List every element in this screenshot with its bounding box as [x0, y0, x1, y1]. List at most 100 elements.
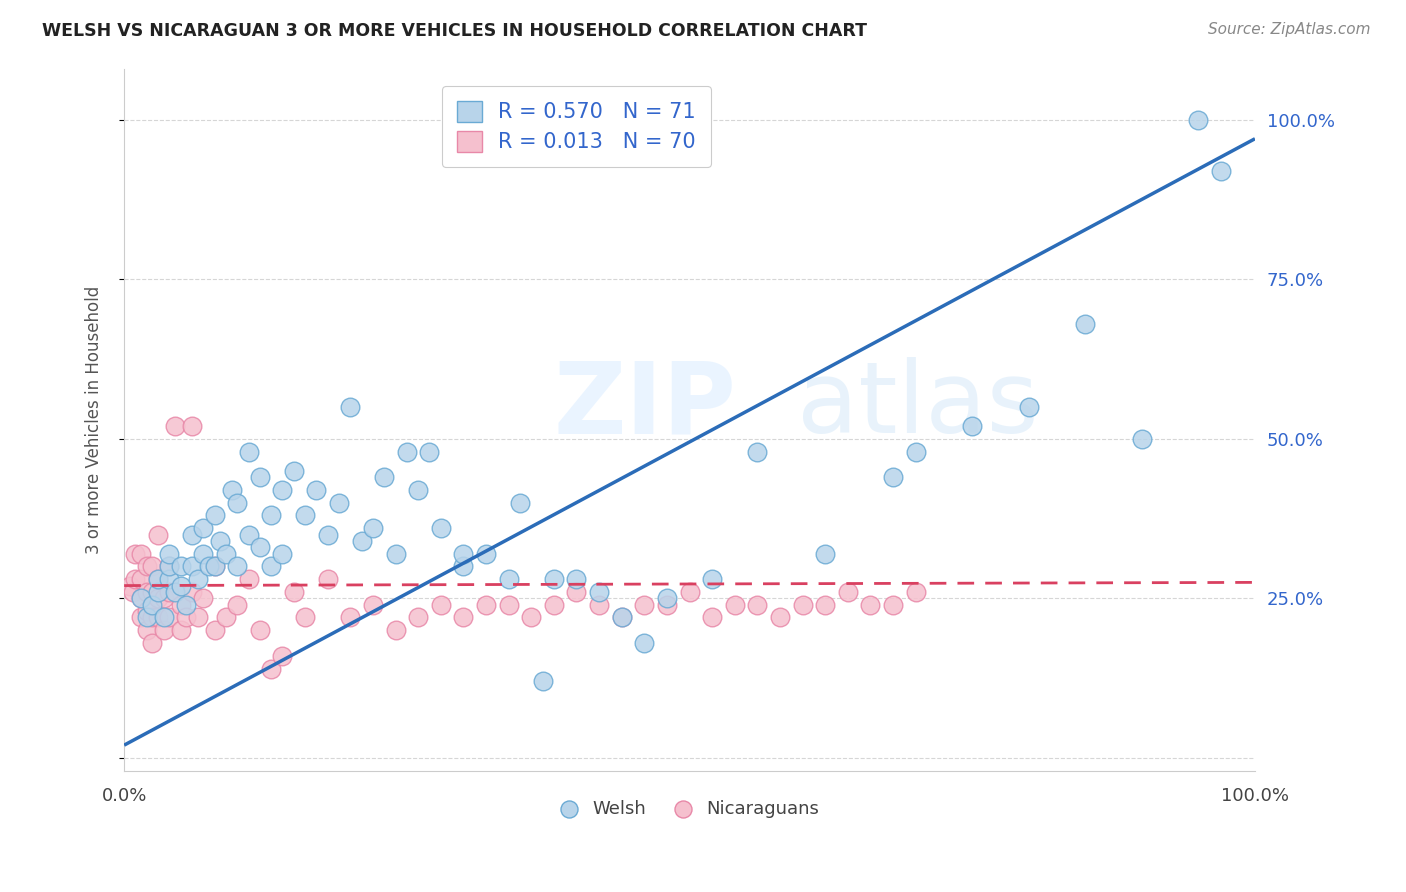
Point [193, 521, 215, 535]
Text: atlas: atlas [797, 357, 1039, 454]
Point [565, 585, 588, 599]
Point [135, 610, 157, 624]
Point [678, 585, 700, 599]
Point [1209, 163, 1232, 178]
Point [792, 598, 814, 612]
Point [453, 547, 475, 561]
Point [655, 591, 678, 606]
Point [294, 508, 316, 523]
Point [328, 495, 350, 509]
Point [294, 610, 316, 624]
Point [633, 598, 655, 612]
Point [747, 598, 769, 612]
Point [350, 533, 373, 548]
Point [176, 598, 198, 612]
Point [724, 598, 747, 612]
Point [238, 444, 260, 458]
Point [146, 610, 169, 624]
Point [498, 572, 520, 586]
Point [193, 591, 215, 606]
Point [859, 598, 882, 612]
Point [129, 591, 152, 606]
Point [170, 559, 193, 574]
Point [702, 572, 724, 586]
Point [904, 444, 927, 458]
Point [384, 624, 406, 638]
Point [249, 470, 271, 484]
Point [238, 572, 260, 586]
Point [305, 483, 328, 497]
Point [384, 547, 406, 561]
Point [122, 585, 145, 599]
Point [135, 624, 157, 638]
Point [129, 572, 152, 586]
Point [198, 559, 221, 574]
Point [124, 572, 146, 586]
Point [429, 521, 451, 535]
Point [146, 591, 169, 606]
Point [543, 598, 565, 612]
Point [531, 674, 554, 689]
Point [181, 419, 204, 434]
Point [406, 610, 429, 624]
Point [181, 527, 204, 541]
Point [141, 598, 163, 612]
Point [163, 585, 186, 599]
Point [316, 572, 339, 586]
Point [565, 572, 588, 586]
Point [124, 547, 146, 561]
Point [157, 559, 180, 574]
Point [141, 559, 163, 574]
Point [135, 585, 157, 599]
Point [135, 559, 157, 574]
Point [882, 470, 904, 484]
Point [814, 598, 837, 612]
Point [170, 624, 193, 638]
Point [418, 444, 440, 458]
Point [146, 572, 169, 586]
Point [204, 508, 226, 523]
Point [283, 585, 305, 599]
Text: WELSH VS NICARAGUAN 3 OR MORE VEHICLES IN HOUSEHOLD CORRELATION CHART: WELSH VS NICARAGUAN 3 OR MORE VEHICLES I… [42, 22, 868, 40]
Point [249, 541, 271, 555]
Point [1018, 400, 1040, 414]
Point [498, 598, 520, 612]
Point [152, 591, 174, 606]
Point [187, 572, 209, 586]
Point [520, 610, 543, 624]
Point [475, 547, 498, 561]
Point [702, 610, 724, 624]
Point [339, 610, 361, 624]
Point [361, 521, 384, 535]
Point [141, 636, 163, 650]
Point [181, 559, 204, 574]
Point [129, 610, 152, 624]
Point [814, 547, 837, 561]
Point [181, 585, 204, 599]
Point [429, 598, 451, 612]
Point [475, 598, 498, 612]
Point [260, 508, 283, 523]
Point [157, 585, 180, 599]
Point [260, 559, 283, 574]
Point [209, 533, 232, 548]
Point [215, 547, 238, 561]
Point [453, 559, 475, 574]
Point [157, 559, 180, 574]
Point [610, 610, 633, 624]
Point [221, 483, 243, 497]
Point [588, 598, 610, 612]
Point [361, 598, 384, 612]
Point [633, 636, 655, 650]
Point [509, 495, 531, 509]
Point [283, 464, 305, 478]
Point [260, 662, 283, 676]
Point [135, 604, 157, 618]
Point [146, 572, 169, 586]
Point [187, 610, 209, 624]
Point [271, 483, 294, 497]
Point [543, 572, 565, 586]
Y-axis label: 3 or more Vehicles in Household: 3 or more Vehicles in Household [86, 285, 103, 554]
Point [249, 624, 271, 638]
Point [170, 598, 193, 612]
